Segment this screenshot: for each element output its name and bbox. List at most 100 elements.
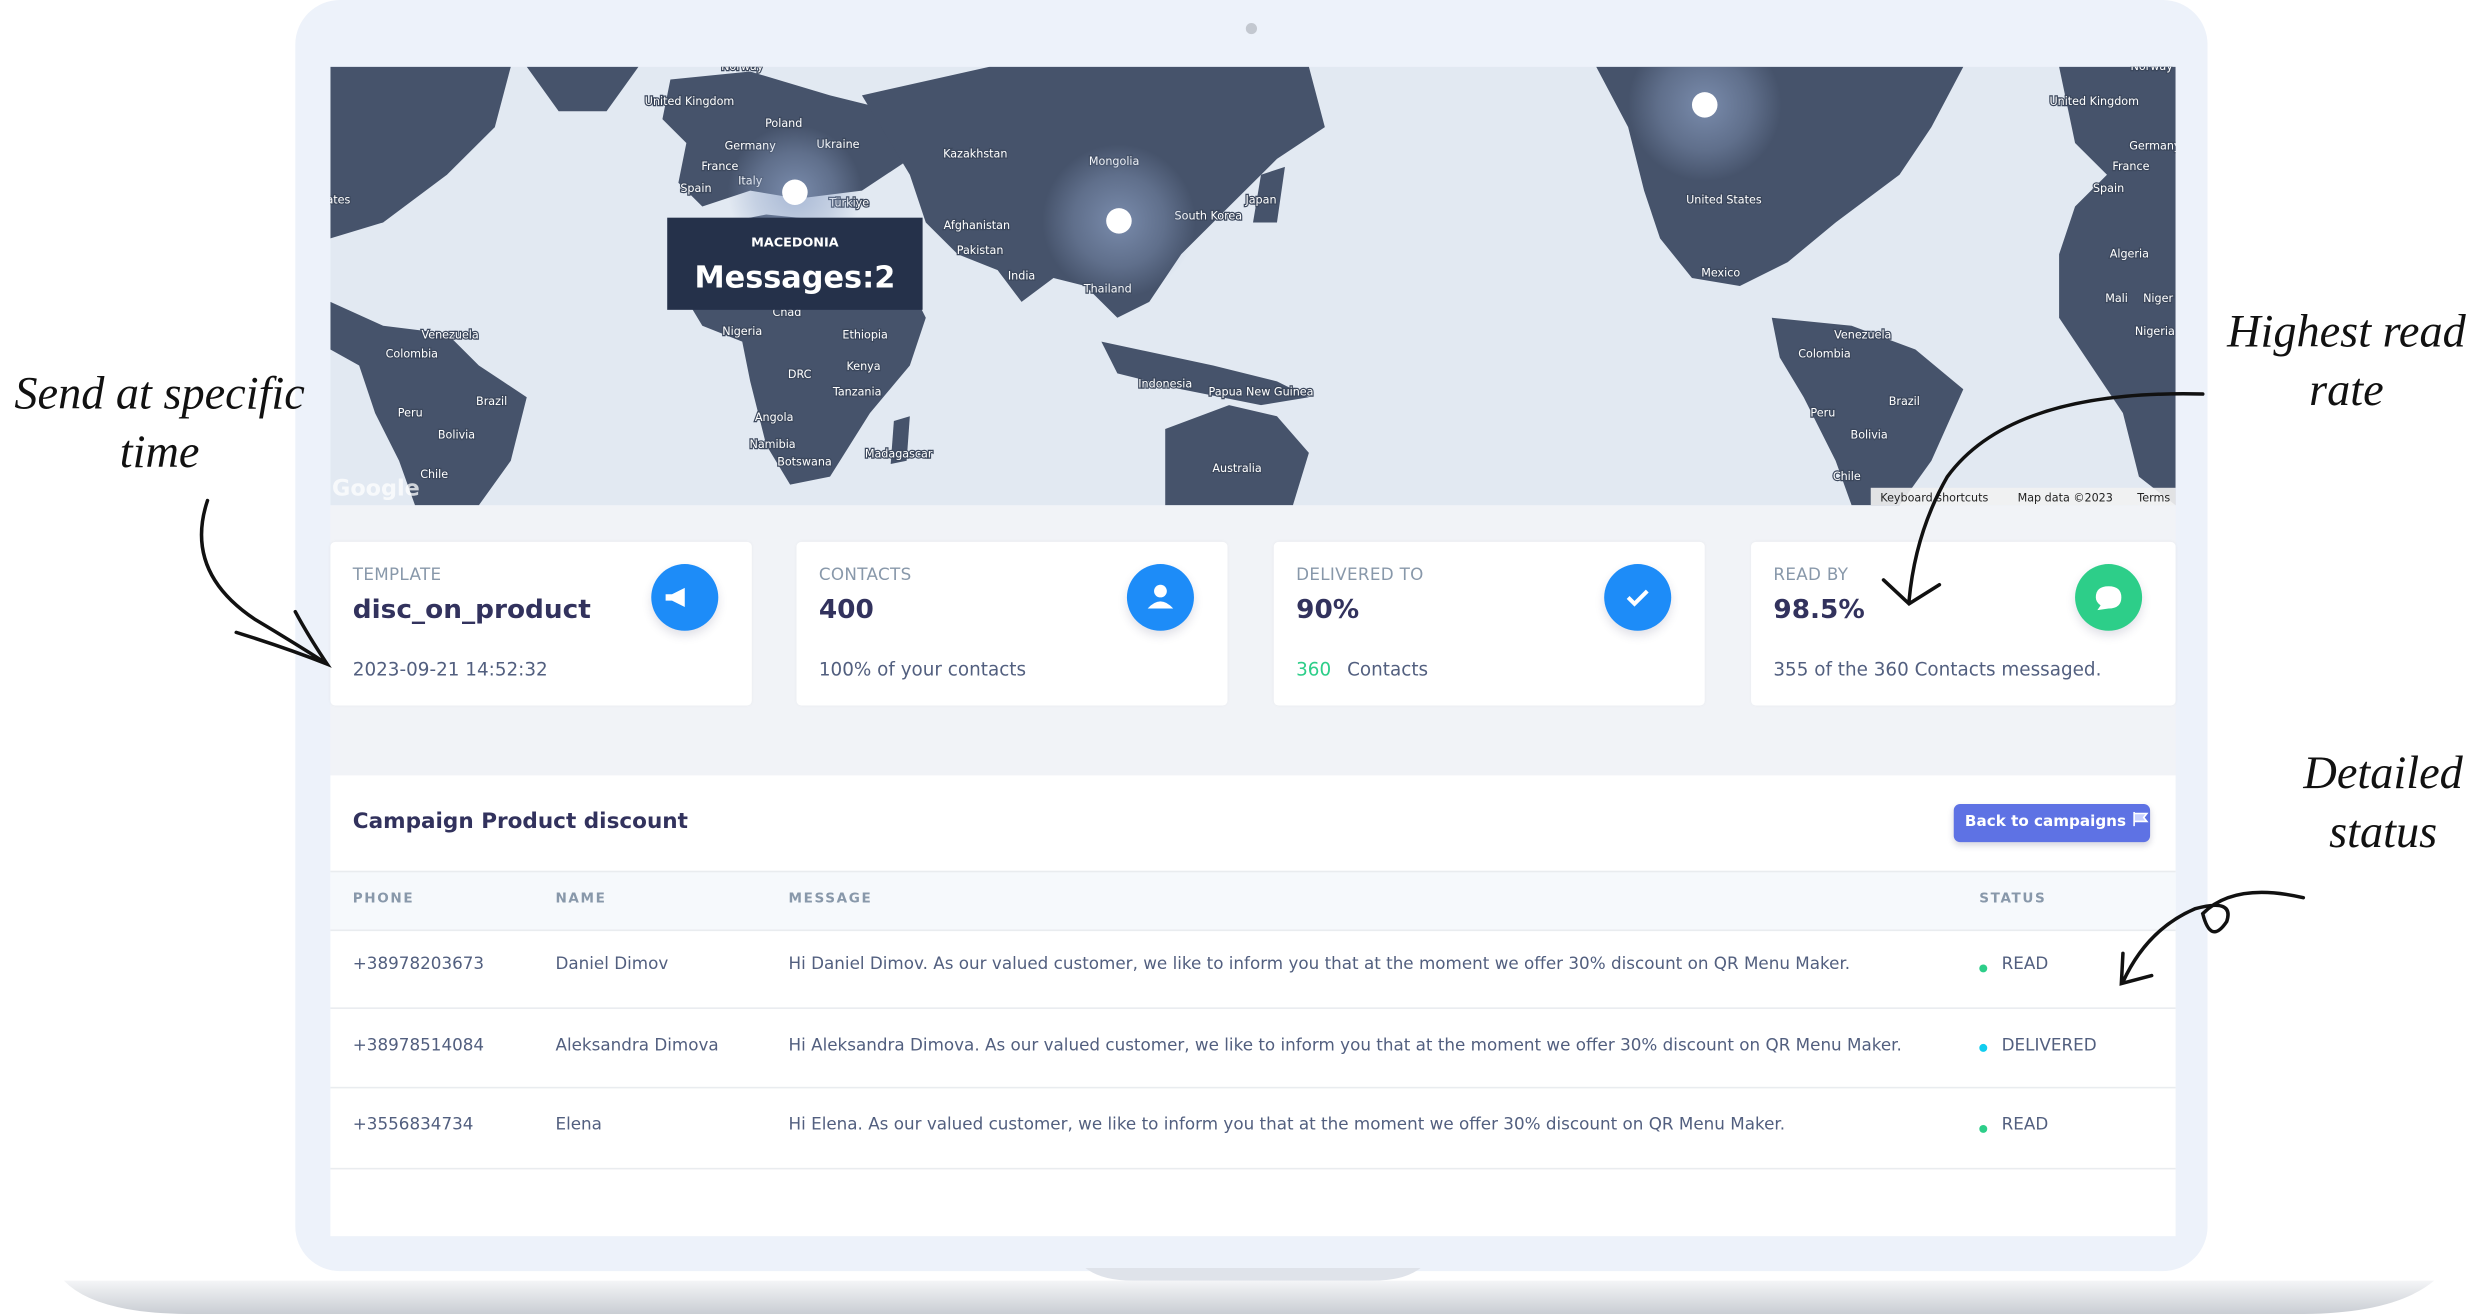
table-header <box>330 870 2176 932</box>
marker[interactable] <box>1106 208 1132 234</box>
map-label: Venezuela <box>421 328 478 341</box>
stat-value: disc_on_product <box>352 594 591 625</box>
map-label: Ethiopia <box>842 328 887 341</box>
map-label: Angola <box>755 411 794 424</box>
column-header: STATUS <box>1979 891 2047 908</box>
map-label: Tanzania <box>832 386 882 399</box>
stat-card: TEMPLATE disc_on_product 2023-09-21 14:52:… <box>330 541 752 706</box>
camera <box>1245 23 1258 35</box>
map-label: Nigeria <box>722 325 762 338</box>
stat-icon <box>2075 564 2143 631</box>
map-label: Peru <box>398 406 423 419</box>
marker[interactable] <box>1691 92 1718 118</box>
map-label: Chile <box>1833 470 1861 483</box>
attribution[interactable]: Terms <box>2136 491 2170 504</box>
marker[interactable] <box>782 179 808 205</box>
cell-phone: +38978203673 <box>352 954 485 974</box>
stat-card: CONTACTS 400 100% of your contacts <box>796 541 1228 706</box>
cell-message: Hi Aleksandra Dimova. As our valued cust… <box>788 1035 1902 1055</box>
map-label: Mexico <box>1701 266 1740 279</box>
notch <box>1085 1267 1421 1281</box>
marker-glow <box>1628 66 1782 182</box>
attribution: Map data ©2023 <box>2018 491 2113 504</box>
map-label: Kenya <box>846 360 880 373</box>
stat-value: 400 <box>818 594 874 625</box>
map-label: Brazil <box>476 395 507 408</box>
stat-label: READ BY <box>1773 565 1849 585</box>
status-dot <box>1979 1043 1988 1052</box>
map-label: Spain <box>680 182 711 195</box>
attribution[interactable]: Keyboard shortcuts <box>1880 491 1988 504</box>
map-label: Venezuela <box>1834 328 1891 341</box>
stat-label: TEMPLATE <box>352 565 442 585</box>
tooltip-text: Messages:2 <box>694 261 895 296</box>
tooltip <box>667 217 923 310</box>
map-label: Japan <box>1244 193 1276 206</box>
map-labels: NorwayUnited KingdomPolandGermanyUkraine… <box>330 67 2175 484</box>
row-divider <box>330 1167 2176 1169</box>
stat-card: DELIVERED TO 90% 360 Contacts <box>1273 541 1705 706</box>
map-label: Namibia <box>749 438 795 451</box>
map-label: Pakistan <box>957 244 1004 257</box>
stat-note-text: Contacts <box>1347 657 1429 681</box>
stat-note-text: 100% of your contacts <box>818 657 1027 681</box>
stat-note: 355 of the 360 Contacts messaged. <box>1773 658 2101 680</box>
map-label: Algeria <box>2110 247 2149 260</box>
map-label: Bolivia <box>1851 429 1888 442</box>
status-dot <box>1979 963 1988 972</box>
icon-glyph <box>1147 584 1174 609</box>
stat-value: 90% <box>1296 594 1360 625</box>
map-label: DRC <box>788 368 812 381</box>
map-label: Afghanistan <box>944 219 1010 232</box>
google-logo: Google <box>332 476 420 502</box>
map-label: United States <box>1686 193 1762 206</box>
column-header: PHONE <box>352 891 415 908</box>
cell-name: Daniel Dimov <box>555 954 669 974</box>
map-label: Botswana <box>777 456 832 469</box>
stat-icon <box>1604 564 1672 631</box>
stat-icon <box>1126 564 1194 631</box>
flag-icon <box>2133 811 2149 827</box>
map-label: Nigeria <box>2135 325 2175 338</box>
map-label: Kazakhstan <box>943 147 1007 160</box>
map-label: Peru <box>1810 406 1835 419</box>
stat-note: 360 Contacts <box>1296 658 1428 680</box>
map-label: Australia <box>1212 462 1261 475</box>
stat-icon <box>651 564 719 631</box>
status-dot <box>1979 1124 1988 1133</box>
column-header: MESSAGE <box>788 891 873 908</box>
table-panel <box>330 775 2176 1237</box>
stat-label: CONTACTS <box>818 565 912 585</box>
cell-message: Hi Daniel Dimov. As our valued customer,… <box>788 954 1851 974</box>
map-label: United Kingdom <box>645 95 735 108</box>
map-label: Madagascar <box>865 448 933 461</box>
stat-note: 2023-09-21 14:52:32 <box>353 658 548 680</box>
stat-note: 100% of your contacts <box>819 658 1026 680</box>
laptop-base <box>63 1280 2435 1314</box>
cell-message: Hi Elena. As our valued customer, we lik… <box>788 1115 1786 1135</box>
map-label: Norway <box>721 67 764 73</box>
map: NorwayUnited KingdomPolandGermanyUkraine… <box>330 66 2176 506</box>
stat-note-text: 2023-09-21 14:52:32 <box>352 657 548 681</box>
table-title: Campaign Product discount <box>352 808 688 835</box>
map-label: Norway <box>2131 67 2174 73</box>
back-button[interactable]: Back to campaigns <box>1953 803 2151 843</box>
map-label: Chile <box>420 468 448 481</box>
tooltip-country: MACEDONIA <box>751 235 839 250</box>
map-label: France <box>701 160 738 173</box>
map-label: France <box>2112 160 2149 173</box>
map-label: Mali <box>2105 292 2128 305</box>
map-label: Spain <box>2093 182 2124 195</box>
map-label: Brazil <box>1889 395 1920 408</box>
map-label: India <box>1008 270 1035 283</box>
cell-status: DELIVERED <box>2001 1035 2097 1055</box>
map-label: Germany <box>2129 139 2175 152</box>
map-label: Colombia <box>386 348 438 361</box>
cell-name: Elena <box>555 1115 602 1135</box>
map-label: ates <box>330 193 350 206</box>
stat-note-text: 355 of the 360 Contacts messaged. <box>1773 657 2102 681</box>
stat-count: 360 <box>1296 657 1332 681</box>
icon-glyph <box>1626 589 1649 607</box>
